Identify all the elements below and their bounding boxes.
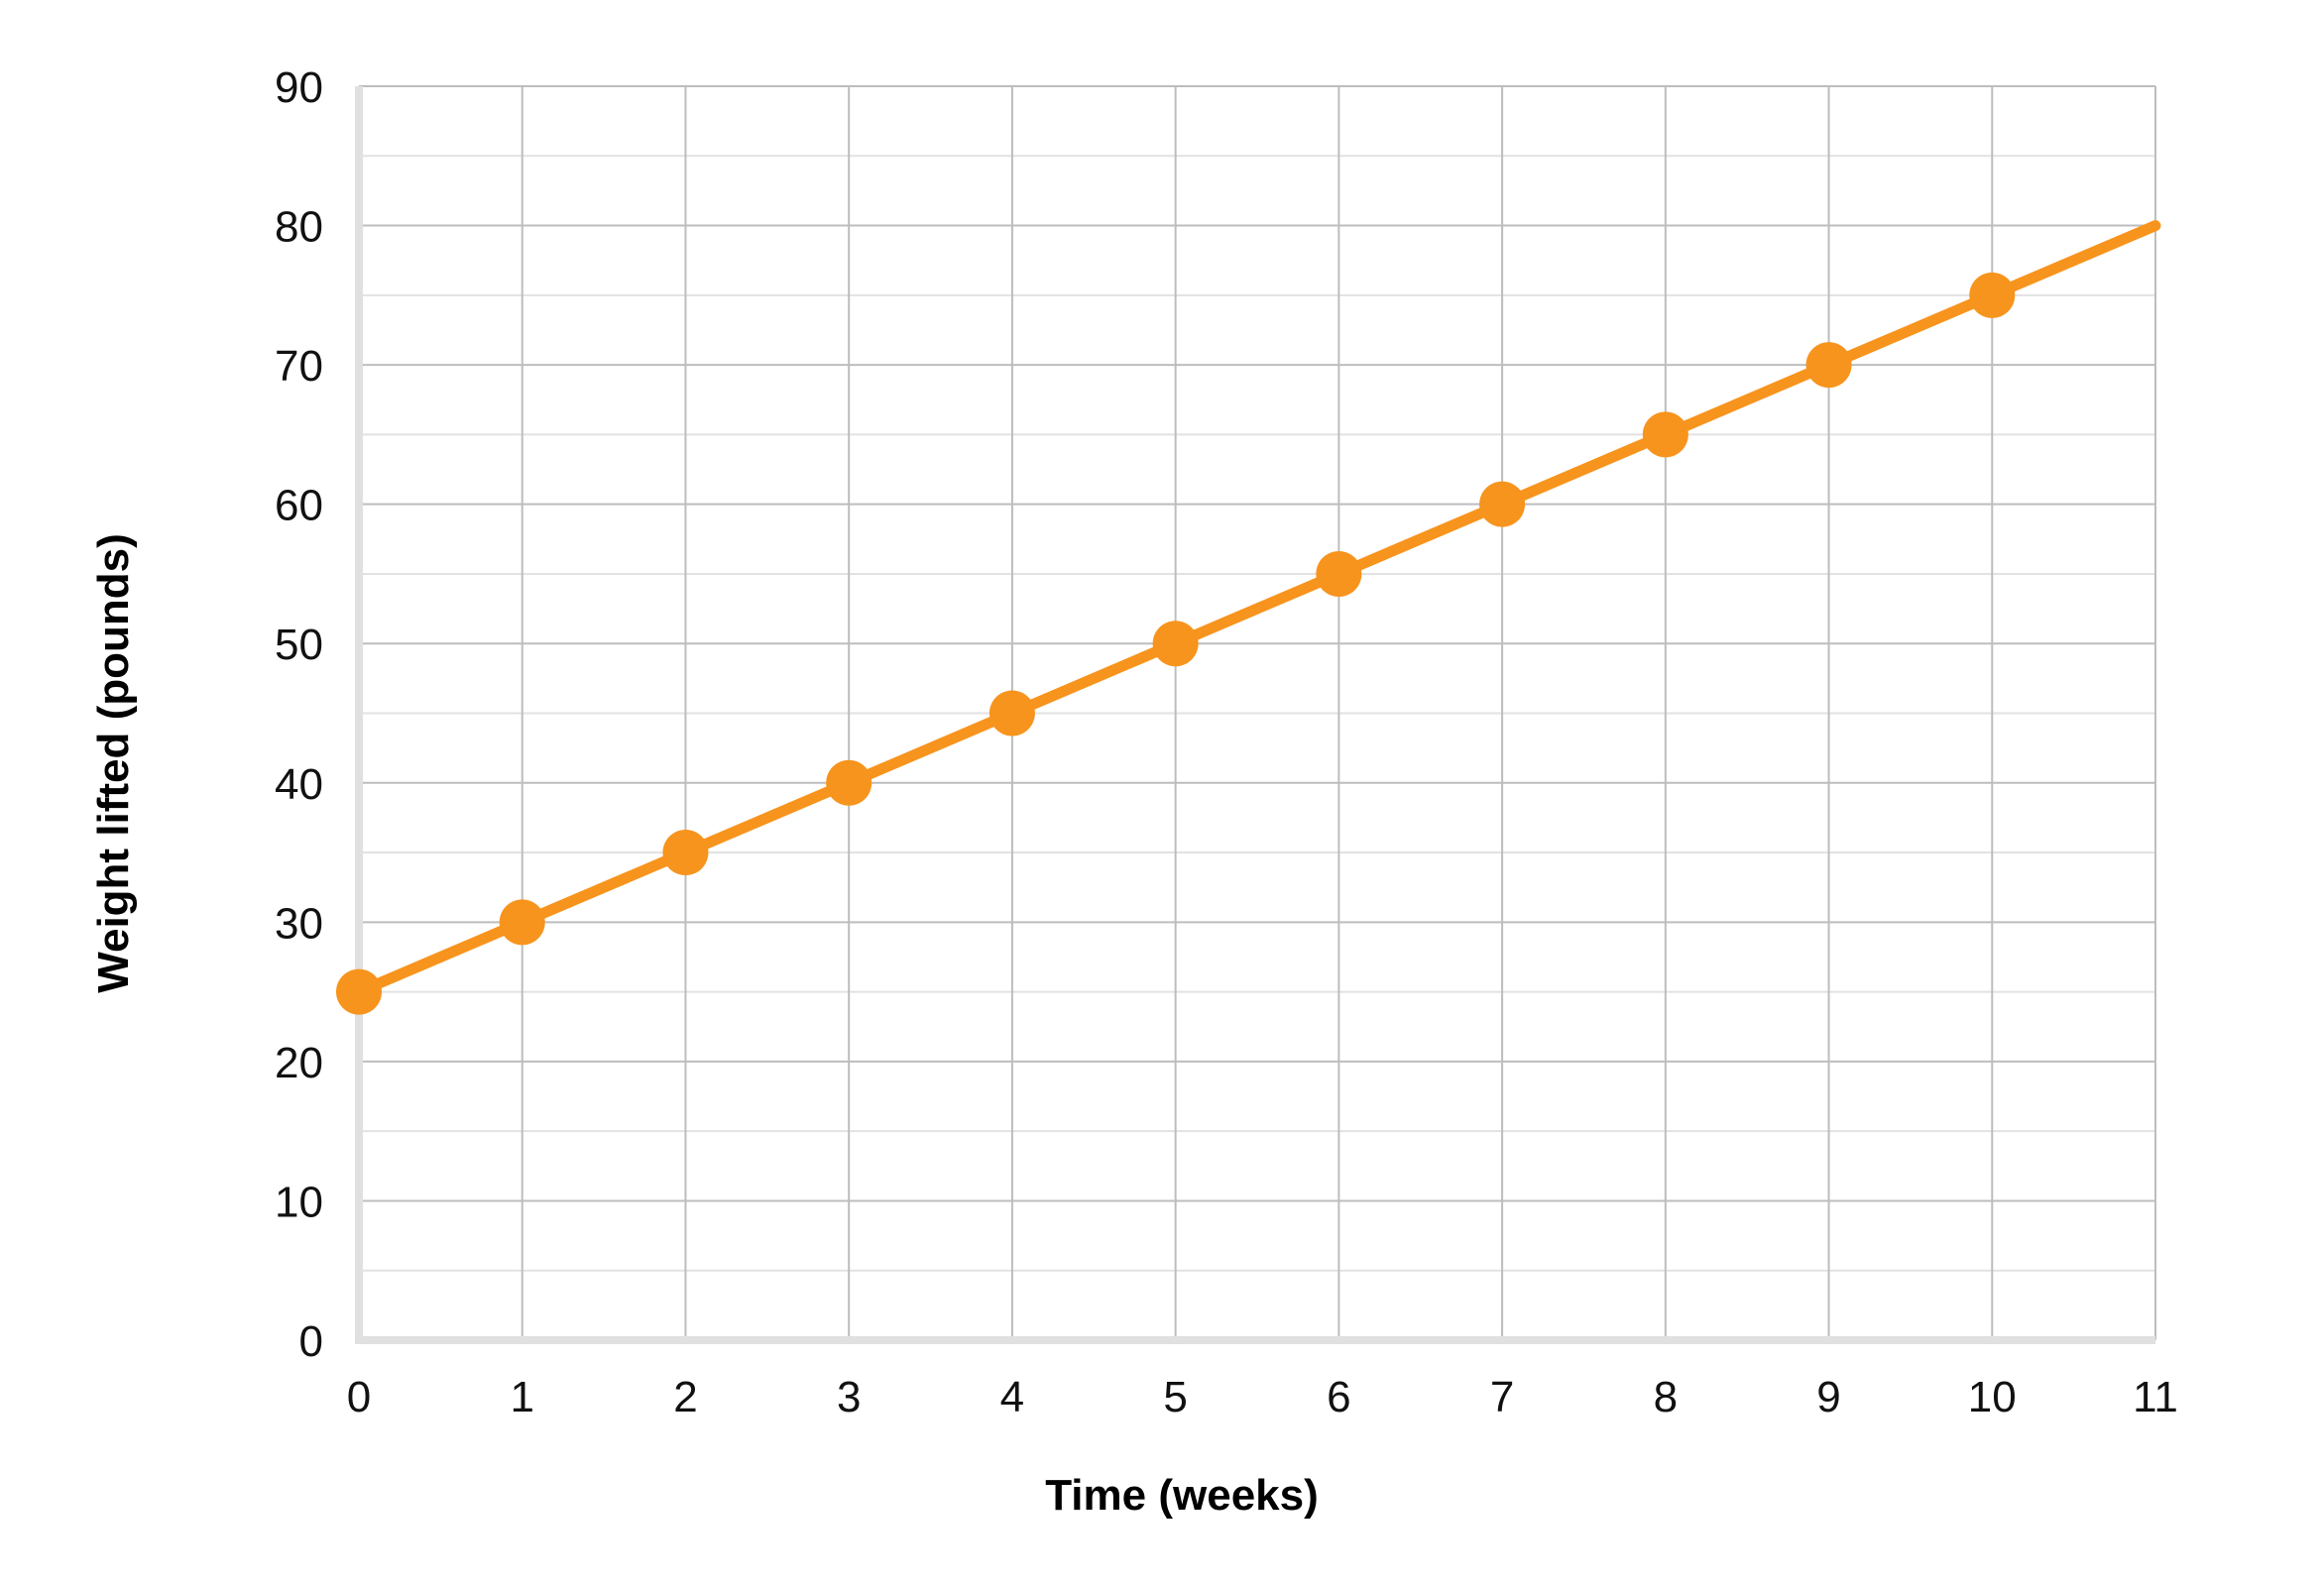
data-point [1316,550,1362,597]
y-tick-label: 60 [275,482,323,530]
x-tick-label: 1 [510,1373,533,1421]
x-axis-title: Time (weeks) [1045,1471,1319,1520]
x-tick-label: 6 [1327,1373,1350,1421]
y-tick-label: 20 [275,1039,323,1087]
y-tick-label: 40 [275,760,323,809]
data-point [1805,342,1852,389]
data-point [1969,272,2016,318]
y-tick-label: 10 [275,1178,323,1226]
axes [355,86,2155,1344]
y-tick-label: 90 [275,63,323,112]
y-tick-label: 70 [275,342,323,391]
x-tick-label: 3 [837,1373,861,1421]
data-point [1479,481,1526,527]
series-layer [336,220,2161,1015]
x-tick-label: 5 [1163,1373,1187,1421]
x-tick-label: 9 [1816,1373,1840,1421]
data-point [1152,621,1199,667]
x-tick-label: 8 [1654,1373,1678,1421]
x-tick-label: 7 [1490,1373,1514,1421]
x-tick-label: 2 [673,1373,697,1421]
y-axis-title: Weight lifted (pounds) [89,533,138,993]
x-axis-tick-labels: 0 1 2 3 4 5 6 7 8 9 10 11 [347,1373,2178,1421]
y-tick-label: 0 [299,1317,323,1366]
data-point [336,968,382,1015]
y-axis-tick-labels: 0 10 20 30 40 50 60 70 80 90 [275,63,323,1366]
y-tick-label: 30 [275,899,323,948]
data-point [499,899,545,946]
y-tick-label: 50 [275,621,323,669]
data-point [988,690,1035,736]
y-tick-label: 80 [275,203,323,252]
x-tick-label: 4 [1000,1373,1024,1421]
x-tick-label: 10 [1968,1373,2017,1421]
major-gridlines [359,85,2156,1340]
data-point [662,830,709,876]
data-point [1642,411,1688,458]
series-line [353,220,2161,998]
x-tick-label: 0 [347,1373,371,1421]
minor-gridlines [359,155,2155,1272]
x-tick-label: 11 [2133,1373,2178,1421]
data-point [826,759,872,806]
